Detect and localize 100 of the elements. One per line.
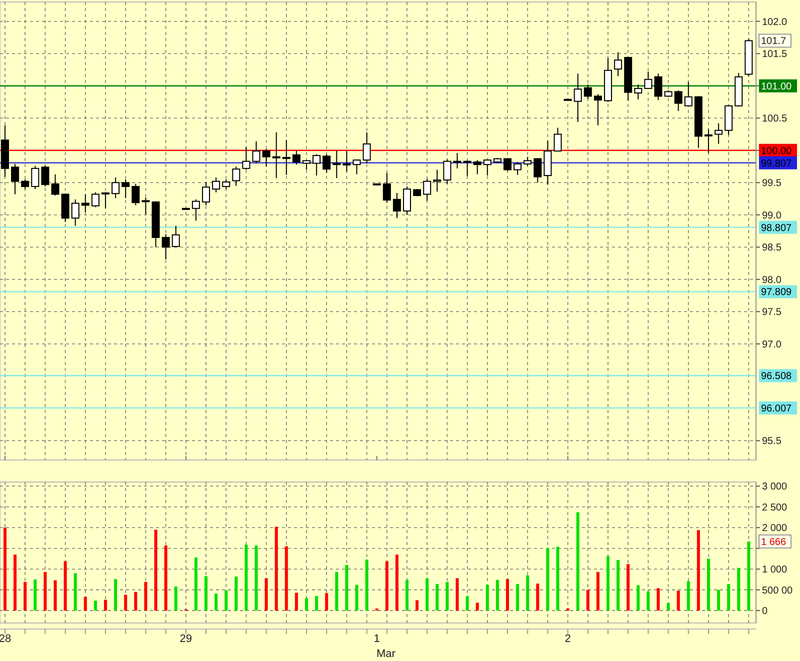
candlestick (282, 140, 290, 176)
bar (666, 603, 670, 611)
candlestick (252, 140, 260, 164)
candlestick (704, 128, 712, 154)
y-tick-label: 3 000 (762, 482, 788, 493)
y-tick-label: 98.0 (762, 274, 782, 286)
bar (456, 578, 459, 611)
y-tick-label: 97.5 (762, 307, 782, 318)
candlestick (423, 178, 432, 202)
bar (747, 541, 750, 611)
bar (94, 600, 97, 611)
ref-line-label: 96.007 (761, 403, 792, 414)
bar (104, 600, 107, 611)
candlestick (504, 158, 512, 172)
candlestick (332, 150, 341, 179)
x-tick-label: 29 (180, 633, 192, 645)
bar (234, 576, 238, 611)
bar (626, 564, 630, 611)
bar (737, 568, 740, 611)
bar (284, 546, 288, 611)
bar (305, 598, 308, 611)
ref-line-label: 100.00 (761, 146, 792, 157)
candlestick (302, 160, 310, 170)
bar (636, 585, 640, 611)
bar (586, 590, 590, 611)
y-tick-label: 99.5 (762, 178, 782, 190)
y-tick-label: 2 000 (762, 523, 788, 534)
bar (436, 584, 439, 611)
candlestick (473, 160, 482, 175)
candlestick (322, 154, 331, 174)
candlestick (292, 150, 300, 166)
candlestick (41, 165, 50, 187)
bar (194, 557, 198, 611)
bar (64, 561, 67, 611)
bar (325, 593, 328, 611)
bar (676, 590, 680, 611)
candlestick (392, 192, 401, 219)
candlestick (362, 132, 371, 164)
y-tick-label: 97.0 (762, 339, 782, 350)
bar (696, 530, 700, 611)
bar (426, 578, 429, 611)
bar (74, 573, 77, 611)
candlestick (202, 181, 210, 206)
candlestick (524, 156, 532, 166)
bar (44, 572, 47, 611)
candlestick (162, 234, 170, 260)
candlestick (554, 127, 562, 152)
candlestick (232, 166, 240, 186)
bar (496, 580, 499, 611)
candlestick (132, 183, 140, 206)
bar (355, 584, 358, 611)
bar (294, 592, 298, 611)
candlestick (453, 152, 462, 169)
bar (526, 575, 530, 611)
annotation: 101.7 (761, 36, 786, 48)
bar (385, 561, 388, 611)
y-tick-label: 99.0 (762, 210, 782, 222)
bar (656, 588, 660, 611)
bar (264, 578, 268, 611)
x-tick-label: 1 (374, 633, 380, 645)
candlestick (262, 148, 270, 167)
bar (516, 584, 520, 611)
bar (34, 579, 37, 611)
candlestick (112, 176, 120, 199)
bar (204, 576, 208, 611)
candlestick (61, 193, 70, 222)
bar (536, 584, 540, 611)
x-axis-title: Mar (376, 648, 396, 660)
bar (446, 582, 449, 611)
candlestick (352, 158, 361, 175)
bar (596, 572, 600, 611)
bar (244, 544, 248, 611)
candlestick (172, 225, 180, 248)
bar (365, 560, 368, 611)
bar (274, 526, 278, 611)
candlestick (614, 52, 622, 77)
bar (345, 564, 348, 611)
bar (154, 530, 158, 611)
candlestick (192, 198, 200, 222)
bar (556, 546, 560, 611)
bar (717, 590, 720, 611)
bar (174, 586, 178, 611)
candlestick (644, 71, 652, 89)
candlestick (222, 178, 230, 190)
bar (727, 584, 730, 611)
candlestick (312, 154, 321, 176)
bar (375, 608, 378, 611)
candlestick (684, 81, 692, 107)
bar (566, 608, 570, 611)
y-tick-label: 100.5 (762, 114, 788, 125)
candlestick (31, 165, 40, 190)
candlestick (433, 169, 442, 192)
ref-line-label: 101.00 (761, 81, 792, 92)
bar (315, 596, 318, 611)
candlestick (71, 198, 80, 226)
bar (134, 592, 138, 611)
candlestick (212, 176, 220, 193)
bar (416, 600, 419, 611)
y-tick-label: 0 (762, 606, 768, 618)
y-tick-label: 98.5 (762, 242, 782, 254)
